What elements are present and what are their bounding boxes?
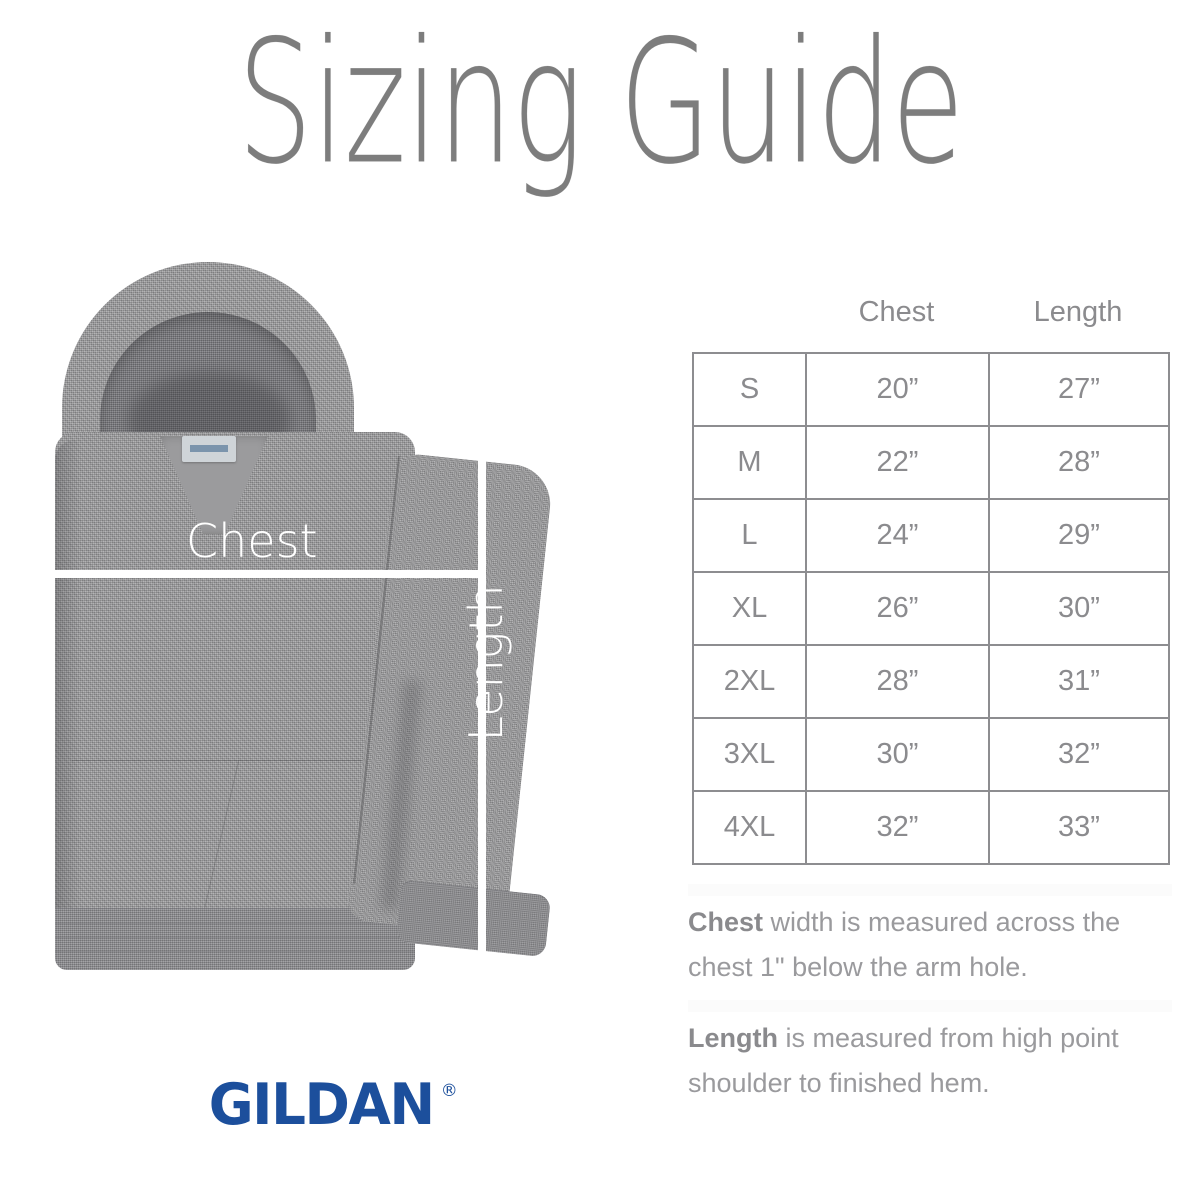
title-container: Sizing Guide [0, 17, 1200, 187]
column-header-length: Length [1033, 296, 1123, 328]
length-measurement-label: Length [459, 584, 513, 742]
hem-rib [55, 937, 415, 938]
table-row: 2XL 28” 31” [692, 644, 1170, 719]
note-chest-text: width is measured across the chest 1" be… [688, 907, 1121, 982]
length-cell: 31” [988, 644, 1170, 719]
note-divider [688, 884, 1172, 896]
size-cell: S [692, 352, 807, 427]
size-chart-body: S 20” 27” M 22” 28” L 24” 29” XL 26” 30” 2XL 28” 31” 3X… [692, 352, 1170, 865]
length-measurement-line [478, 418, 486, 1006]
measurement-notes: Chest width is measured across the chest… [688, 884, 1172, 1116]
chest-cell: 22” [805, 425, 990, 500]
size-cell: 4XL [692, 790, 807, 865]
size-cell: M [692, 425, 807, 500]
note-length-term: Length [688, 1023, 778, 1053]
hoodie-body [55, 432, 415, 952]
table-row: S 20” 27” [692, 352, 1170, 427]
hoodie-kangaroo-pocket [72, 760, 402, 910]
table-row: 3XL 30” 32” [692, 717, 1170, 792]
chest-cell: 28” [805, 644, 990, 719]
table-row: 4XL 32” 33” [692, 790, 1170, 865]
gildan-wordmark: GILDAN [208, 1072, 436, 1138]
note-chest: Chest width is measured across the chest… [688, 896, 1172, 1000]
chest-cell: 24” [805, 498, 990, 573]
hoodie-hem [55, 908, 415, 970]
note-divider [688, 1000, 1172, 1012]
length-cell: 30” [988, 571, 1170, 646]
size-cell: XL [692, 571, 807, 646]
chest-cell: 30” [805, 717, 990, 792]
hem-rib [55, 951, 415, 952]
length-cell: 32” [988, 717, 1170, 792]
chest-measurement-line [46, 570, 484, 578]
size-cell: 3XL [692, 717, 807, 792]
neck-tag [182, 436, 236, 462]
table-row: M 22” 28” [692, 425, 1170, 500]
hoodie-cuff-right [395, 880, 552, 958]
size-table-headers: Chest Length [692, 296, 1168, 340]
chest-cell: 32” [805, 790, 990, 865]
hem-rib [55, 923, 415, 924]
size-cell: L [692, 498, 807, 573]
length-cell: 29” [988, 498, 1170, 573]
body-edge-shadow [55, 440, 81, 950]
neck-tag-brand-mark [190, 445, 228, 452]
table-row: XL 26” 30” [692, 571, 1170, 646]
chest-measurement-label: Chest [186, 514, 318, 568]
note-chest-term: Chest [688, 907, 764, 937]
note-length: Length is measured from high point shoul… [688, 1012, 1172, 1116]
hoodie-figure: Chest Length [0, 240, 660, 1040]
gildan-logo: GILDAN ® [0, 1072, 660, 1138]
size-chart-table: S 20” 27” M 22” 28” L 24” 29” XL 26” 30” 2XL 28” 31” 3X… [692, 352, 1170, 865]
length-cell: 28” [988, 425, 1170, 500]
column-header-chest: Chest [858, 296, 935, 328]
registered-trademark-icon: ® [440, 1080, 458, 1101]
length-cell: 27” [988, 352, 1170, 427]
page-title: Sizing Guide [236, 3, 964, 202]
table-row: L 24” 29” [692, 498, 1170, 573]
size-cell: 2XL [692, 644, 807, 719]
note-length-text: is measured from high point shoulder to … [688, 1023, 1119, 1098]
hoodie-illustration-panel: Chest Length [0, 240, 660, 1040]
chest-cell: 20” [805, 352, 990, 427]
length-cell: 33” [988, 790, 1170, 865]
chest-cell: 26” [805, 571, 990, 646]
